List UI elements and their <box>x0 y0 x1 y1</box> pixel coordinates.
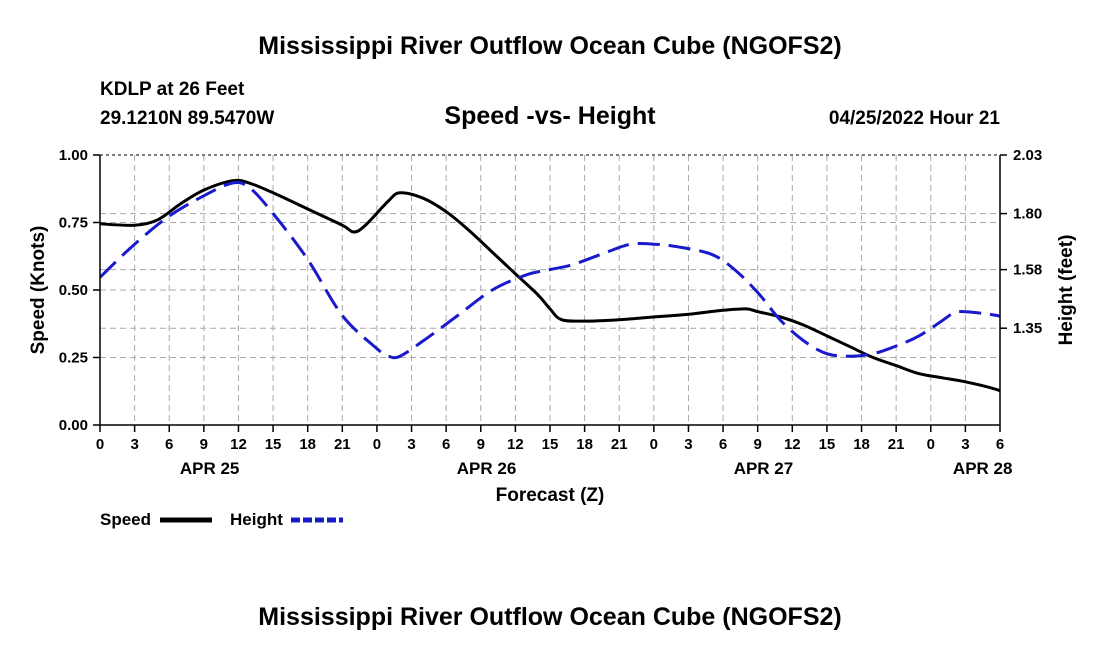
height-series-line <box>100 181 1000 360</box>
x-tick-label-6: 18 <box>299 436 316 453</box>
x-axis-label: Forecast (Z) <box>496 485 605 506</box>
chart-title: Speed -vs- Height <box>444 102 656 130</box>
x-tick-label-4: 12 <box>230 436 247 453</box>
x-tick-label-15: 21 <box>611 436 628 453</box>
plot-series <box>100 178 1000 393</box>
location-label: 29.1210N 89.5470W <box>100 108 274 129</box>
x-tick-label-18: 6 <box>719 436 727 453</box>
date-label-3: APR 28 <box>953 459 1013 478</box>
y-right-tick-label-2: 1.80 <box>1013 206 1042 223</box>
y-right-tick-label-0: 1.35 <box>1013 320 1042 337</box>
y-left-tick-label-0: 0.00 <box>59 417 88 434</box>
x-tick-label-10: 6 <box>442 436 450 453</box>
date-label-2: APR 27 <box>734 459 794 478</box>
x-tick-label-2: 6 <box>165 436 173 453</box>
y-left-tick-label-4: 1.00 <box>59 147 88 164</box>
x-tick-label-25: 3 <box>961 436 969 453</box>
x-tick-label-16: 0 <box>650 436 658 453</box>
legend-height-label: Height <box>230 510 283 529</box>
y-left-tick-label-3: 0.75 <box>59 215 88 232</box>
x-tick-label-26: 6 <box>996 436 1004 453</box>
x-tick-label-0: 0 <box>96 436 104 453</box>
grid-lines <box>100 154 1000 425</box>
date-label-0: APR 25 <box>180 459 240 478</box>
legend: Speed Height <box>100 510 343 529</box>
x-tick-label-8: 0 <box>373 436 381 453</box>
date-label-1: APR 26 <box>457 459 517 478</box>
main-title: Mississippi River Outflow Ocean Cube (NG… <box>258 32 841 60</box>
legend-speed-label: Speed <box>100 510 151 529</box>
x-tick-label-24: 0 <box>927 436 935 453</box>
x-tick-label-20: 12 <box>784 436 801 453</box>
x-tick-label-19: 9 <box>754 436 762 453</box>
x-tick-label-17: 3 <box>684 436 692 453</box>
x-tick-label-7: 21 <box>334 436 351 453</box>
timestamp-label: 04/25/2022 Hour 21 <box>829 108 1001 129</box>
y-axis-left-label: Speed (Knots) <box>28 226 49 355</box>
y-left-tick-label-1: 0.25 <box>59 350 88 367</box>
axes <box>93 154 1007 432</box>
bottom-title: Mississippi River Outflow Ocean Cube (NG… <box>258 603 841 631</box>
x-tick-label-3: 9 <box>200 436 208 453</box>
x-tick-label-21: 15 <box>819 436 836 453</box>
station-label: KDLP at 26 Feet <box>100 79 245 100</box>
tick-labels: 0 3 6 9 12 15 18 21 0 3 6 9 12 15 18 21 0 3 6 9 12 15 18 21 0 3 6A… <box>59 147 1042 478</box>
x-tick-label-5: 15 <box>265 436 282 453</box>
y-left-tick-label-2: 0.50 <box>59 282 88 299</box>
y-axis-right-label: Height (feet) <box>1056 235 1077 346</box>
speed-series-line <box>100 178 1000 393</box>
y-right-tick-label-1: 1.58 <box>1013 262 1042 279</box>
x-tick-label-13: 15 <box>542 436 559 453</box>
x-tick-label-11: 9 <box>477 436 485 453</box>
x-tick-label-23: 21 <box>888 436 905 453</box>
x-tick-label-12: 12 <box>507 436 524 453</box>
x-tick-label-14: 18 <box>576 436 593 453</box>
y-right-tick-label-3: 2.03 <box>1013 147 1042 164</box>
x-tick-label-1: 3 <box>130 436 138 453</box>
x-tick-label-9: 3 <box>407 436 415 453</box>
x-tick-label-22: 18 <box>853 436 870 453</box>
